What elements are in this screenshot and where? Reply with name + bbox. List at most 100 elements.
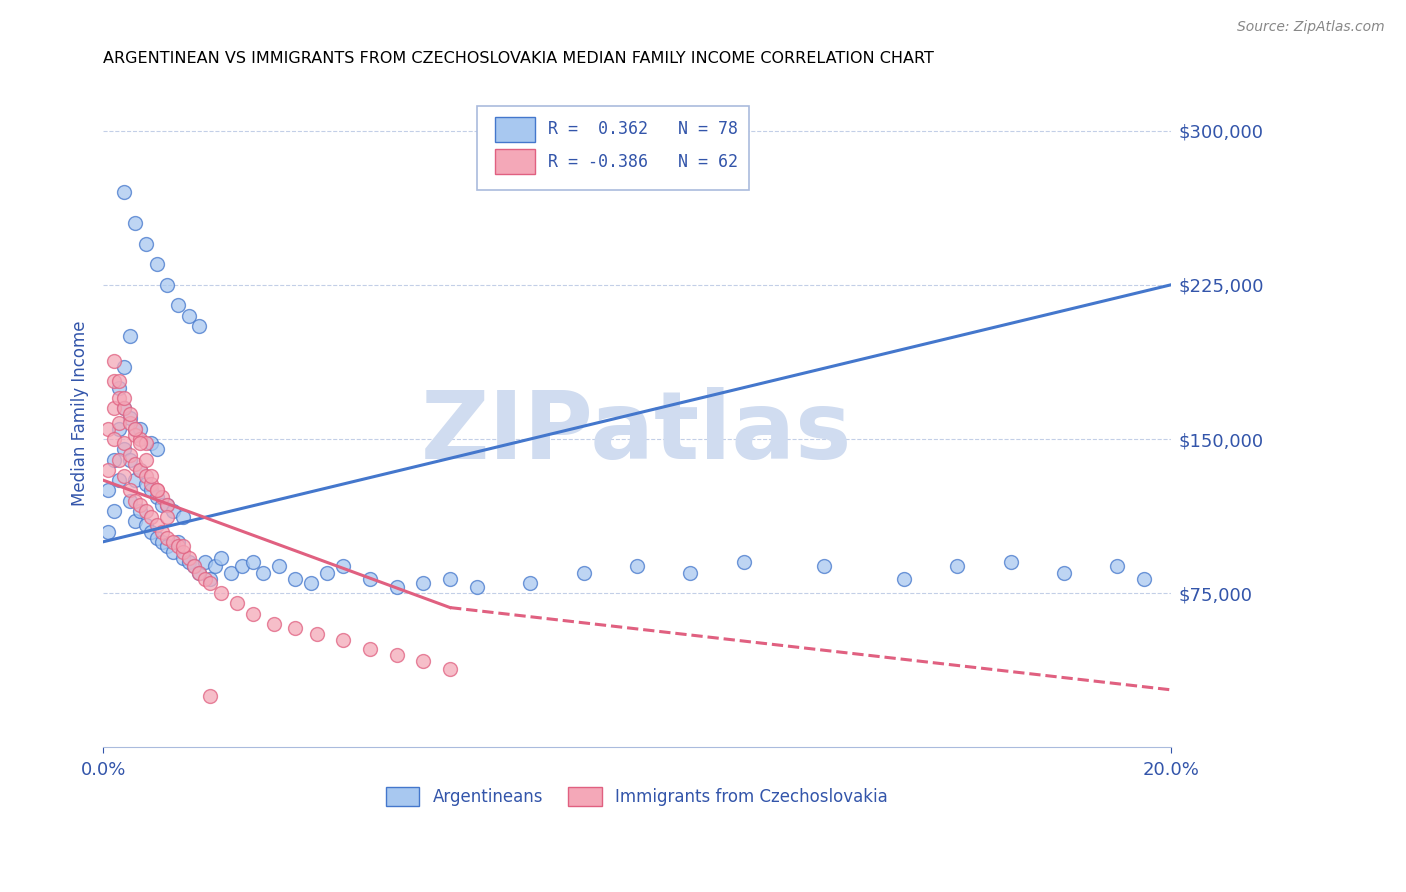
Point [118, 411, 141, 425]
Point [118, 329, 141, 343]
Point [135, 477, 157, 491]
Point [242, 555, 264, 569]
Point [103, 452, 125, 467]
Point [103, 432, 125, 446]
Point [145, 531, 167, 545]
FancyBboxPatch shape [495, 117, 536, 142]
Point [118, 416, 141, 430]
Point [135, 436, 157, 450]
Point [114, 436, 136, 450]
Point [124, 457, 146, 471]
Point [141, 524, 163, 539]
Point [108, 422, 131, 436]
Point [145, 257, 167, 271]
Point [150, 524, 173, 539]
Point [439, 572, 461, 586]
Point [188, 566, 211, 580]
Point [103, 354, 125, 368]
Point [893, 572, 915, 586]
Point [188, 566, 211, 580]
Point [572, 566, 595, 580]
Point [209, 586, 232, 600]
Point [162, 504, 184, 518]
Point [108, 375, 131, 389]
Point [97, 463, 120, 477]
Point [150, 498, 173, 512]
Point [198, 575, 221, 590]
Point [129, 432, 152, 446]
Text: ZIPatlas: ZIPatlas [422, 387, 852, 479]
Point [135, 504, 157, 518]
Y-axis label: Median Family Income: Median Family Income [72, 320, 89, 506]
Point [118, 493, 141, 508]
Point [124, 514, 146, 528]
Point [114, 469, 136, 483]
Text: R = -0.386   N = 62: R = -0.386 N = 62 [548, 153, 738, 170]
Text: ARGENTINEAN VS IMMIGRANTS FROM CZECHOSLOVAKIA MEDIAN FAMILY INCOME CORRELATION C: ARGENTINEAN VS IMMIGRANTS FROM CZECHOSLO… [103, 51, 934, 66]
Point [141, 477, 163, 491]
Point [946, 559, 969, 574]
Point [156, 539, 179, 553]
Point [156, 531, 179, 545]
Point [626, 559, 648, 574]
Point [284, 621, 307, 635]
Point [108, 416, 131, 430]
Point [263, 617, 285, 632]
Point [198, 689, 221, 703]
Point [124, 216, 146, 230]
Point [385, 648, 408, 662]
Point [166, 534, 188, 549]
Point [108, 452, 131, 467]
Point [733, 555, 755, 569]
Point [129, 422, 152, 436]
Point [141, 483, 163, 498]
Point [156, 277, 179, 292]
Point [129, 504, 152, 518]
FancyBboxPatch shape [495, 149, 536, 174]
Point [332, 559, 354, 574]
Point [124, 428, 146, 442]
FancyBboxPatch shape [477, 106, 749, 190]
Point [156, 498, 179, 512]
Point [141, 436, 163, 450]
Point [135, 518, 157, 533]
Point [193, 572, 215, 586]
Point [145, 483, 167, 498]
Point [145, 490, 167, 504]
Point [108, 391, 131, 405]
Point [114, 401, 136, 416]
Point [219, 566, 242, 580]
Point [172, 539, 194, 553]
Point [252, 566, 274, 580]
Point [124, 422, 146, 436]
Point [156, 510, 179, 524]
Point [103, 401, 125, 416]
Point [166, 539, 188, 553]
Point [183, 559, 205, 574]
Point [129, 436, 152, 450]
Point [177, 555, 200, 569]
Point [1107, 559, 1129, 574]
Point [209, 551, 232, 566]
Point [108, 473, 131, 487]
Point [141, 510, 163, 524]
Point [679, 566, 702, 580]
Point [129, 498, 152, 512]
Point [114, 391, 136, 405]
Point [1000, 555, 1022, 569]
Point [183, 559, 205, 574]
Point [118, 449, 141, 463]
Point [188, 318, 211, 333]
Point [465, 580, 488, 594]
Point [177, 309, 200, 323]
Point [225, 597, 247, 611]
Point [114, 442, 136, 457]
Text: Source: ZipAtlas.com: Source: ZipAtlas.com [1237, 20, 1385, 34]
Point [162, 545, 184, 559]
Point [1053, 566, 1076, 580]
Point [124, 493, 146, 508]
Point [813, 559, 835, 574]
Point [231, 559, 253, 574]
Point [135, 469, 157, 483]
Point [114, 401, 136, 416]
